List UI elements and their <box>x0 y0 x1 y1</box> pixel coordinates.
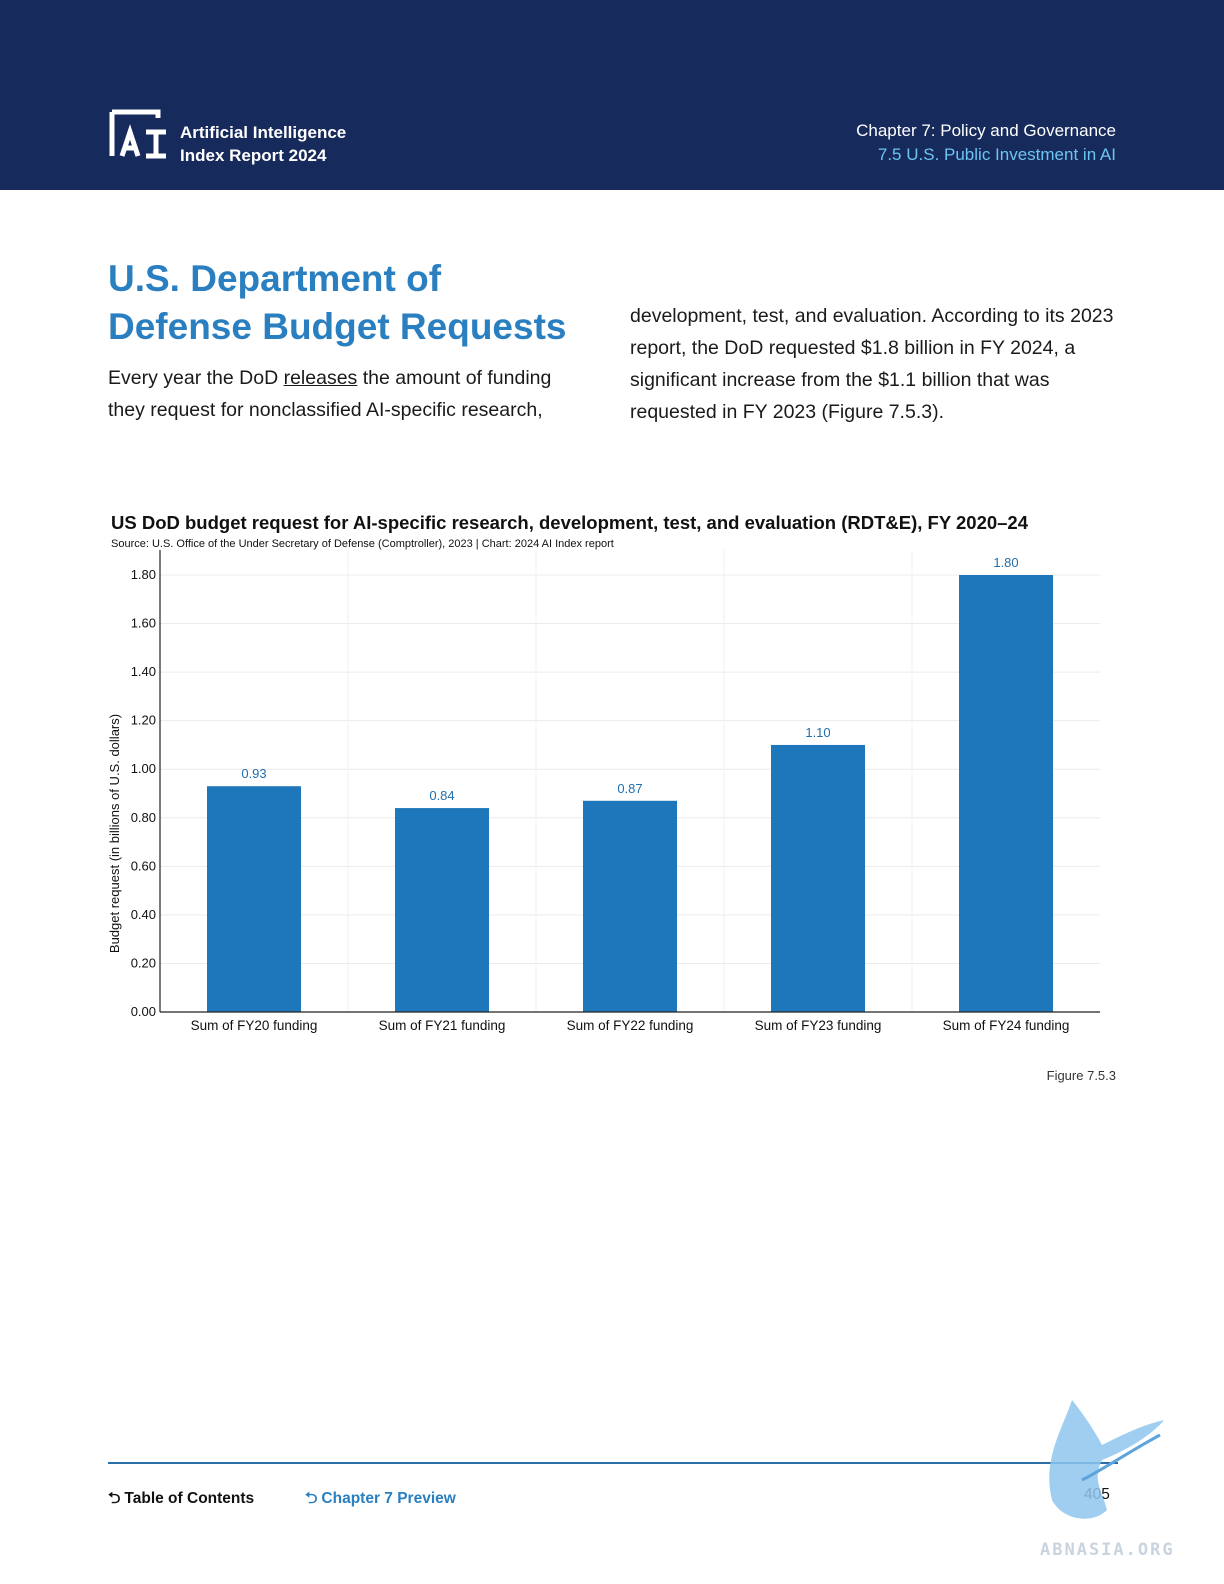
bar-chart: 0.00 0.20 0.40 0.60 0.80 1.00 1.20 1.40 1.60 1.80… <box>107 550 1100 1033</box>
x-tick-label: Sum of FY23 funding <box>755 1018 882 1033</box>
y-tick-label: 1.00 <box>131 761 156 776</box>
bar <box>959 575 1053 1012</box>
section-label: 7.5 U.S. Public Investment in AI <box>877 145 1116 164</box>
data-label: 0.93 <box>241 766 266 781</box>
y-axis-label: Budget request (in billions of U.S. doll… <box>107 714 122 953</box>
y-tick-label: 0.40 <box>131 907 156 922</box>
x-tick-label: Sum of FY20 funding <box>191 1018 318 1033</box>
chart-source: Source: U.S. Office of the Under Secreta… <box>111 538 614 550</box>
y-tick-label: 1.80 <box>131 567 156 582</box>
x-tick-label: Sum of FY21 funding <box>379 1018 506 1033</box>
bar <box>771 744 865 1012</box>
data-label: 1.10 <box>805 725 830 740</box>
table-of-contents-link[interactable]: ⮌ Table of Contents <box>108 1486 254 1513</box>
y-tick-label: 0.60 <box>131 858 156 873</box>
data-label: 1.80 <box>993 555 1018 570</box>
chart-title: US DoD budget request for AI-specific re… <box>111 512 1029 533</box>
body-text-2: the amount of funding they request for n… <box>108 367 552 421</box>
toc-label: Table of Contents <box>124 1490 255 1507</box>
y-tick-label: 1.60 <box>131 616 156 631</box>
body-text-1: Every year the DoD <box>108 367 284 389</box>
bar <box>583 800 677 1012</box>
footer-divider <box>108 1462 1118 1464</box>
figure-label: Figure 7.5.3 <box>1046 1068 1116 1083</box>
ai-index-logo-icon <box>109 109 166 159</box>
body-paragraph-left: Every year the DoD releases the amount o… <box>108 362 578 426</box>
chart-labels: 0.00 0.20 0.40 0.60 0.80 1.00 1.20 1.40 1.60 1.80… <box>107 555 1069 1033</box>
body-paragraph-right: development, test, and evaluation. Accor… <box>630 305 1114 423</box>
y-tick-label: 1.20 <box>131 713 156 728</box>
chapter-title: Chapter 7: Policy and Governance <box>856 121 1116 140</box>
return-arrow-icon: ⮌ <box>305 1490 318 1507</box>
return-arrow-icon: ⮌ <box>108 1490 121 1507</box>
y-tick-label: 0.80 <box>131 810 156 825</box>
section-title: U.S. Department of Defense Budget Reques… <box>108 258 567 347</box>
x-tick-label: Sum of FY24 funding <box>943 1018 1070 1033</box>
griffin-icon <box>1049 1400 1164 1519</box>
data-label: 0.87 <box>617 781 642 796</box>
data-label: 0.84 <box>429 788 454 803</box>
report-brand: Artificial Intelligence Index Report 202… <box>180 121 346 167</box>
y-tick-label: 0.00 <box>131 1004 156 1019</box>
releases-link[interactable]: releases <box>283 367 358 389</box>
y-tick-label: 0.20 <box>131 955 156 970</box>
watermark-text: ABNASIA.ORG <box>1040 1540 1175 1560</box>
y-tick-label: 1.40 <box>131 664 156 679</box>
brand-line-2: Index Report 2024 <box>180 146 327 165</box>
chart-axes <box>159 550 1100 1013</box>
chapter-preview-link[interactable]: ⮌ Chapter 7 Preview <box>305 1486 456 1513</box>
preview-label: Chapter 7 Preview <box>321 1490 456 1507</box>
report-header: Artificial Intelligence Index Report 202… <box>0 0 1224 190</box>
chart-bars <box>207 575 1053 1012</box>
brand-line-1: Artificial Intelligence <box>180 123 347 142</box>
x-tick-label: Sum of FY22 funding <box>567 1018 694 1033</box>
bar <box>207 786 301 1012</box>
bar <box>395 808 489 1012</box>
chapter-heading: Chapter 7: Policy and Governance 7.5 U.S… <box>856 119 1116 167</box>
